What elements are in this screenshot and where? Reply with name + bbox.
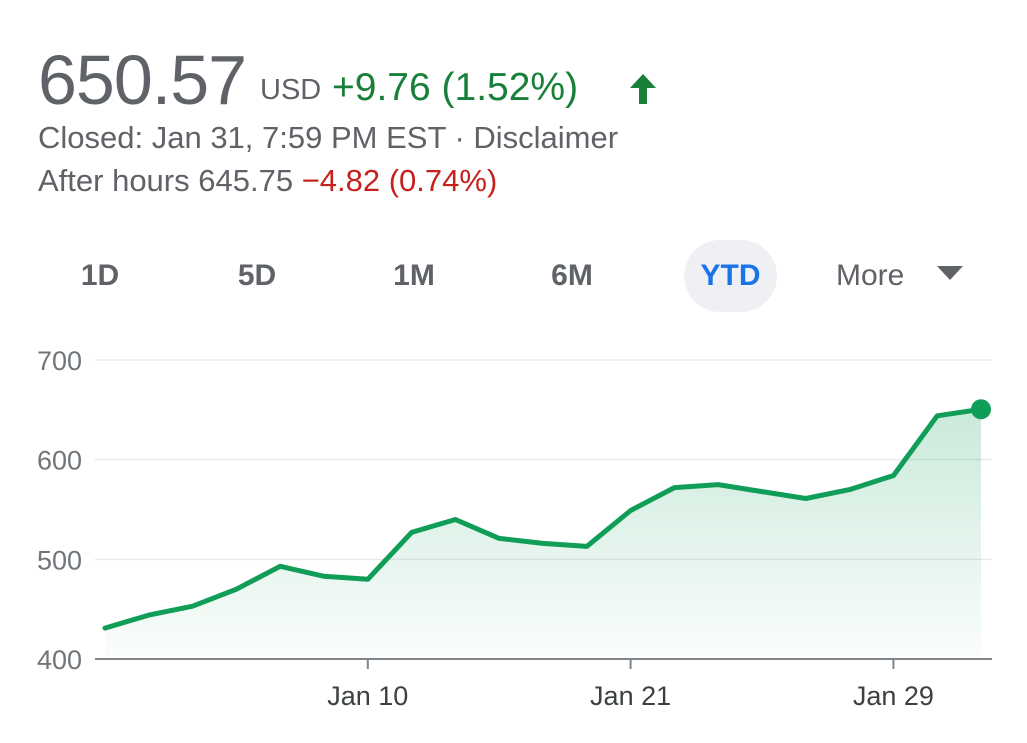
x-tick-label: Jan 10 xyxy=(327,681,408,711)
price-area-fill xyxy=(105,409,981,659)
range-ytd-button[interactable]: YTD xyxy=(684,240,777,312)
y-tick-label: 500 xyxy=(37,545,82,575)
after-hours-price: After hours 645.75 xyxy=(38,163,294,198)
after-hours-change: −4.82 (0.74%) xyxy=(301,163,498,198)
range-selector: 1D 5D 1M 6M YTD More xyxy=(0,240,1027,312)
separator-dot: · xyxy=(445,120,474,155)
range-1m-button[interactable]: 1M xyxy=(393,259,435,292)
range-5d-button[interactable]: 5D xyxy=(237,259,277,292)
currency-label: USD xyxy=(260,74,322,106)
y-tick-label: 600 xyxy=(37,446,82,476)
more-label: More xyxy=(836,259,905,292)
close-info: Closed: Jan 31, 7:59 PM EST · Disclaimer xyxy=(38,120,618,156)
closed-timestamp: Closed: Jan 31, 7:59 PM EST xyxy=(38,120,446,155)
x-tick-label: Jan 21 xyxy=(590,681,671,711)
y-tick-label: 700 xyxy=(37,346,82,376)
price-chart[interactable]: 400 500 600 700 Jan 10 Jan 21 Jan 29 xyxy=(0,330,1027,743)
stock-price: 650.57 xyxy=(38,41,247,119)
caret-down-icon xyxy=(937,266,963,280)
y-tick-label: 400 xyxy=(37,645,82,675)
arrow-up-icon xyxy=(630,74,656,104)
range-6m-button[interactable]: 6M xyxy=(551,259,593,292)
price-change: +9.76 (1.52%) xyxy=(332,66,579,109)
price-line xyxy=(102,406,984,631)
x-tick-label: Jan 29 xyxy=(853,681,934,711)
disclaimer-link[interactable]: Disclaimer xyxy=(473,120,619,155)
after-hours-info: After hours 645.75 −4.82 (0.74%) xyxy=(38,163,497,199)
range-1d-button[interactable]: 1D xyxy=(80,259,120,292)
more-ranges-button[interactable]: More xyxy=(836,240,963,312)
last-price-dot xyxy=(971,399,991,420)
